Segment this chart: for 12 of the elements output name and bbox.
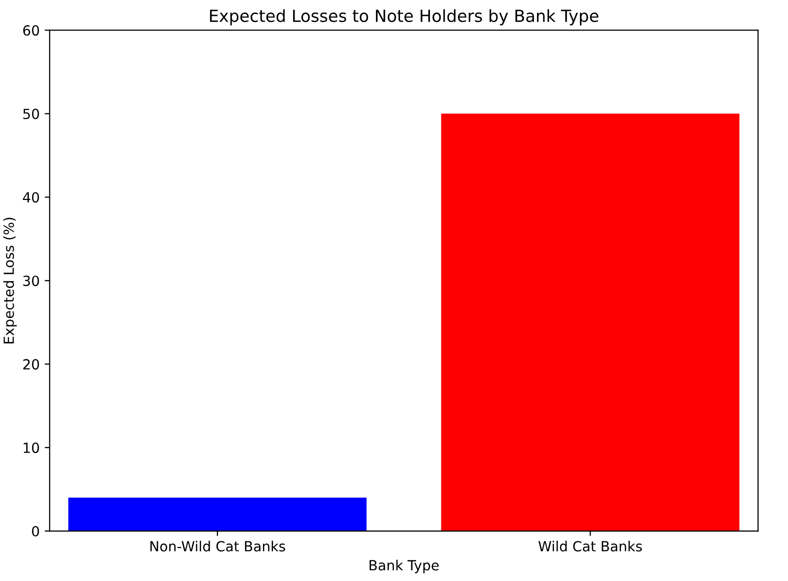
x-axis-title: Bank Type [370,560,439,574]
y-tick-label: 60 [23,25,39,36]
y-tick-label: 20 [23,359,39,370]
y-tick-label: 30 [23,276,39,286]
y-tick-label: 50 [23,108,39,120]
y-tick-label: 40 [22,192,39,203]
y-tick-label: 10 [24,442,39,454]
x-tick-label: Wild Cat Banks [538,540,642,552]
y-tick-label: 0 [32,526,39,537]
x-tick-label: Non-Wild Cat Banks [150,540,286,552]
y-axis-title: Expected Loss (%) [3,218,17,344]
chart-title: Expected Losses to Note Holders by Bank Type [210,9,598,26]
